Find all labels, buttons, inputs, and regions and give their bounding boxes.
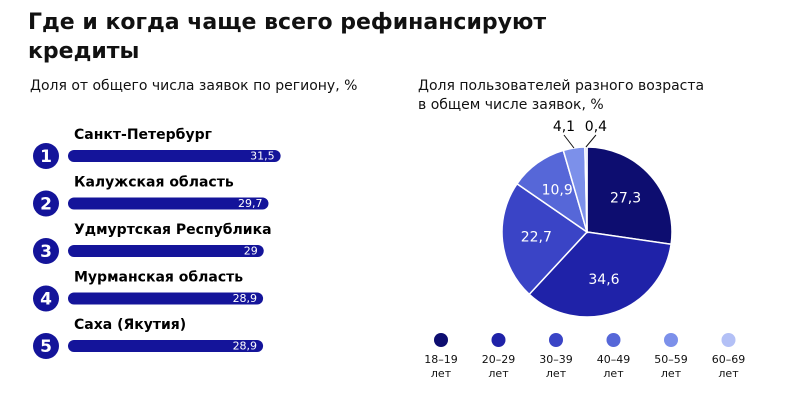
value-label: 28,9	[233, 340, 258, 353]
region-label: Санкт-Петербург	[74, 127, 212, 143]
slice-label: 0,4	[585, 119, 607, 135]
pie-slice	[501, 182, 589, 296]
bar	[68, 340, 264, 352]
rank-label: 3	[40, 242, 52, 262]
page-title: Где и когда чаще всего рефинансируют кре…	[28, 10, 547, 64]
region-label: Саха (Якутия)	[74, 317, 186, 333]
rank-badge	[33, 143, 59, 169]
rank-badge	[33, 190, 59, 217]
rank-badge	[33, 285, 59, 312]
rank-badge	[33, 333, 59, 359]
region-label: Калужская область	[74, 175, 234, 191]
slice-label: 27,3	[610, 191, 641, 207]
value-label: 28,9	[233, 292, 258, 305]
value-label: 29,7	[238, 197, 263, 210]
bar-subtitle: Доля от общего числа заявок по региону, …	[30, 78, 358, 94]
legend-swatch	[721, 333, 736, 347]
slice-label: 22,7	[521, 230, 552, 246]
value-label: 29	[244, 245, 258, 258]
slice-label: 34,6	[588, 272, 619, 288]
pie-slice	[528, 231, 672, 318]
bar	[68, 292, 264, 305]
pie-slice	[586, 146, 673, 246]
leader-line	[585, 134, 597, 148]
legend-swatch	[606, 333, 621, 347]
bar	[68, 245, 264, 257]
slice-label: 10,9	[542, 183, 573, 199]
rank-label: 4	[40, 290, 52, 310]
leader-line	[563, 134, 575, 149]
legend-label: 40–49 лет	[596, 353, 631, 380]
slice-label: 4,1	[553, 119, 575, 135]
rank-badge	[33, 238, 59, 264]
legend-swatch	[434, 333, 448, 347]
legend-swatch	[491, 333, 506, 347]
pie-slice	[584, 146, 588, 233]
region-label: Удмуртская Республика	[74, 222, 272, 238]
bar	[68, 150, 281, 162]
region-label: Мурманская область	[74, 270, 243, 286]
rank-label: 1	[40, 147, 52, 167]
bar	[68, 197, 269, 210]
rank-label: 2	[40, 195, 52, 215]
legend-label: 50–59 лет	[654, 353, 688, 380]
legend-label: 60–69 лет	[711, 353, 746, 380]
legend-label: 30–39 лет	[539, 353, 573, 380]
legend-swatch	[664, 333, 678, 347]
legend-label: 20–29 лет	[481, 353, 516, 380]
value-label: 31,5	[250, 150, 275, 163]
pie-subtitle: Доля пользователей разного возраста в об…	[418, 78, 705, 113]
rank-label: 5	[40, 337, 52, 357]
legend-label: 18–19 лет	[424, 353, 458, 380]
legend-swatch	[549, 333, 563, 347]
